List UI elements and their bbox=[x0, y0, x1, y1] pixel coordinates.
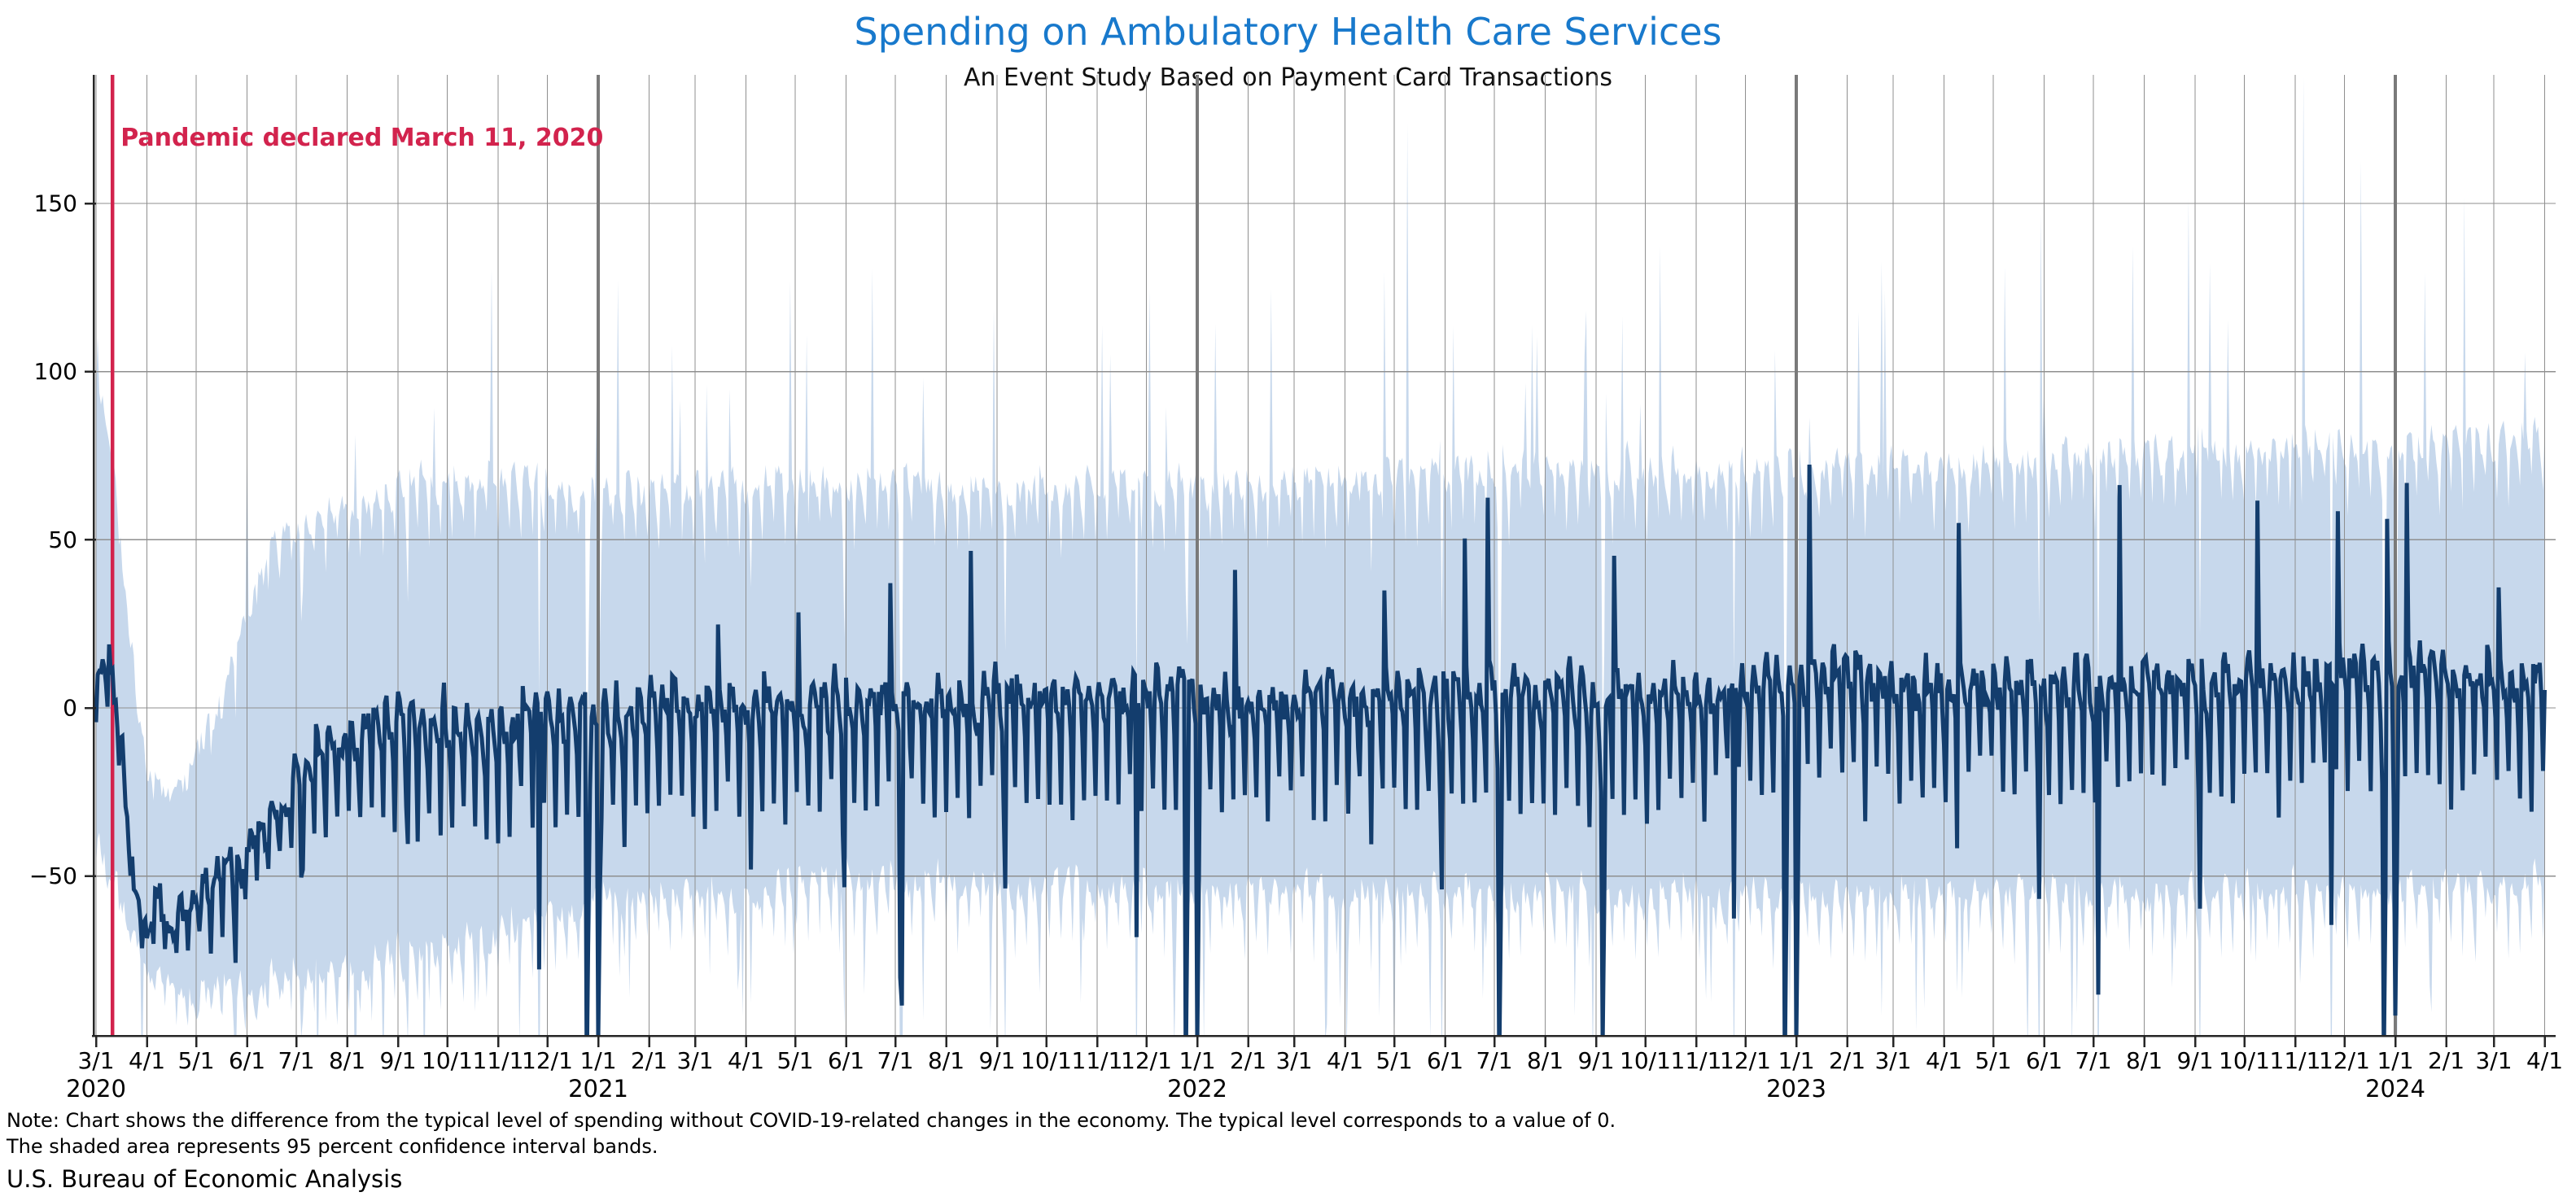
y-tick-label: 0 bbox=[63, 695, 77, 722]
x-tick-label: 4/1 bbox=[728, 1047, 764, 1074]
x-tick-label: 11/1 bbox=[473, 1047, 524, 1074]
x-tick-label: 1/1 bbox=[1179, 1047, 1215, 1074]
x-tick-label: 12/1 bbox=[1121, 1047, 1172, 1074]
x-tick-label: 6/1 bbox=[1427, 1047, 1463, 1074]
axes-group bbox=[85, 75, 2556, 1047]
x-tick-label: 10/1 bbox=[1620, 1047, 1671, 1074]
x-tick-label: 9/1 bbox=[1577, 1047, 1614, 1074]
year-label: 2020 bbox=[66, 1075, 126, 1103]
x-tick-label: 2/1 bbox=[631, 1047, 667, 1074]
x-tick-label: 9/1 bbox=[978, 1047, 1015, 1074]
x-tick-label: 7/1 bbox=[1476, 1047, 1512, 1074]
x-tick-label: 6/1 bbox=[828, 1047, 864, 1074]
x-tick-label: 7/1 bbox=[877, 1047, 913, 1074]
x-tick-label: 12/1 bbox=[522, 1047, 573, 1074]
y-tick-label: −50 bbox=[29, 863, 77, 889]
x-tick-label: 11/1 bbox=[1072, 1047, 1123, 1074]
x-tick-label: 12/1 bbox=[2319, 1047, 2370, 1074]
x-tick-label: 8/1 bbox=[329, 1047, 365, 1074]
x-tick-label: 5/1 bbox=[1375, 1047, 1412, 1074]
ci-band-group bbox=[96, 76, 2545, 1036]
x-tick-label: 11/1 bbox=[2270, 1047, 2321, 1074]
x-tick-label: 3/1 bbox=[77, 1047, 114, 1074]
x-tick-label: 3/1 bbox=[2475, 1047, 2512, 1074]
x-tick-label: 1/1 bbox=[2377, 1047, 2413, 1074]
x-tick-label: 1/1 bbox=[579, 1047, 616, 1074]
x-tick-label: 4/1 bbox=[2526, 1047, 2563, 1074]
year-label: 2024 bbox=[2365, 1075, 2425, 1103]
x-tick-label: 8/1 bbox=[1527, 1047, 1564, 1074]
x-tick-label: 7/1 bbox=[2075, 1047, 2111, 1074]
x-tick-label: 6/1 bbox=[2026, 1047, 2062, 1074]
y-tick-label: 100 bbox=[34, 358, 77, 385]
x-tick-label: 11/1 bbox=[1671, 1047, 1722, 1074]
confidence-band bbox=[96, 76, 2545, 1036]
x-tick-label: 7/1 bbox=[278, 1047, 314, 1074]
x-tick-label: 10/1 bbox=[1021, 1047, 1072, 1074]
x-tick-label: 4/1 bbox=[1926, 1047, 1962, 1074]
spending-difference-line bbox=[94, 464, 2547, 1036]
x-tick-label: 9/1 bbox=[379, 1047, 416, 1074]
gridlines-group bbox=[95, 75, 2556, 1036]
x-tick-label: 9/1 bbox=[2176, 1047, 2213, 1074]
x-tick-label: 2/1 bbox=[1230, 1047, 1266, 1074]
year-label: 2021 bbox=[568, 1075, 628, 1103]
note-line-2: The shaded area represents 95 percent co… bbox=[7, 1135, 658, 1158]
x-tick-label: 3/1 bbox=[676, 1047, 713, 1074]
x-tick-label: 1/1 bbox=[1778, 1047, 1814, 1074]
x-tick-label: 2/1 bbox=[1829, 1047, 1865, 1074]
note-line-1: Note: Chart shows the difference from th… bbox=[7, 1109, 1616, 1132]
y-tick-label: 150 bbox=[34, 190, 77, 217]
x-tick-label: 2/1 bbox=[2428, 1047, 2464, 1074]
x-tick-label: 6/1 bbox=[229, 1047, 265, 1074]
x-tick-label: 5/1 bbox=[1975, 1047, 2011, 1074]
x-tick-label: 10/1 bbox=[422, 1047, 473, 1074]
x-tick-label: 5/1 bbox=[177, 1047, 214, 1074]
series-line-group bbox=[94, 464, 2547, 1036]
year-label: 2022 bbox=[1167, 1075, 1227, 1103]
y-tick-label: 50 bbox=[48, 526, 77, 553]
pandemic-annotation: Pandemic declared March 11, 2020 bbox=[120, 124, 604, 152]
x-tick-label: 5/1 bbox=[776, 1047, 813, 1074]
x-tick-label: 3/1 bbox=[1874, 1047, 1911, 1074]
x-tick-label: 3/1 bbox=[1275, 1047, 1312, 1074]
x-tick-label: 8/1 bbox=[2126, 1047, 2163, 1074]
x-tick-label: 10/1 bbox=[2219, 1047, 2270, 1074]
source-attribution: U.S. Bureau of Economic Analysis bbox=[7, 1165, 403, 1193]
year-label: 2023 bbox=[1766, 1075, 1826, 1103]
chart-subtitle: An Event Study Based on Payment Card Tra… bbox=[963, 63, 1613, 92]
x-tick-label: 4/1 bbox=[1327, 1047, 1363, 1074]
chart-title: Spending on Ambulatory Health Care Servi… bbox=[854, 10, 1722, 54]
x-tick-label: 4/1 bbox=[129, 1047, 165, 1074]
x-tick-label: 12/1 bbox=[1720, 1047, 1771, 1074]
x-tick-label: 8/1 bbox=[928, 1047, 964, 1074]
